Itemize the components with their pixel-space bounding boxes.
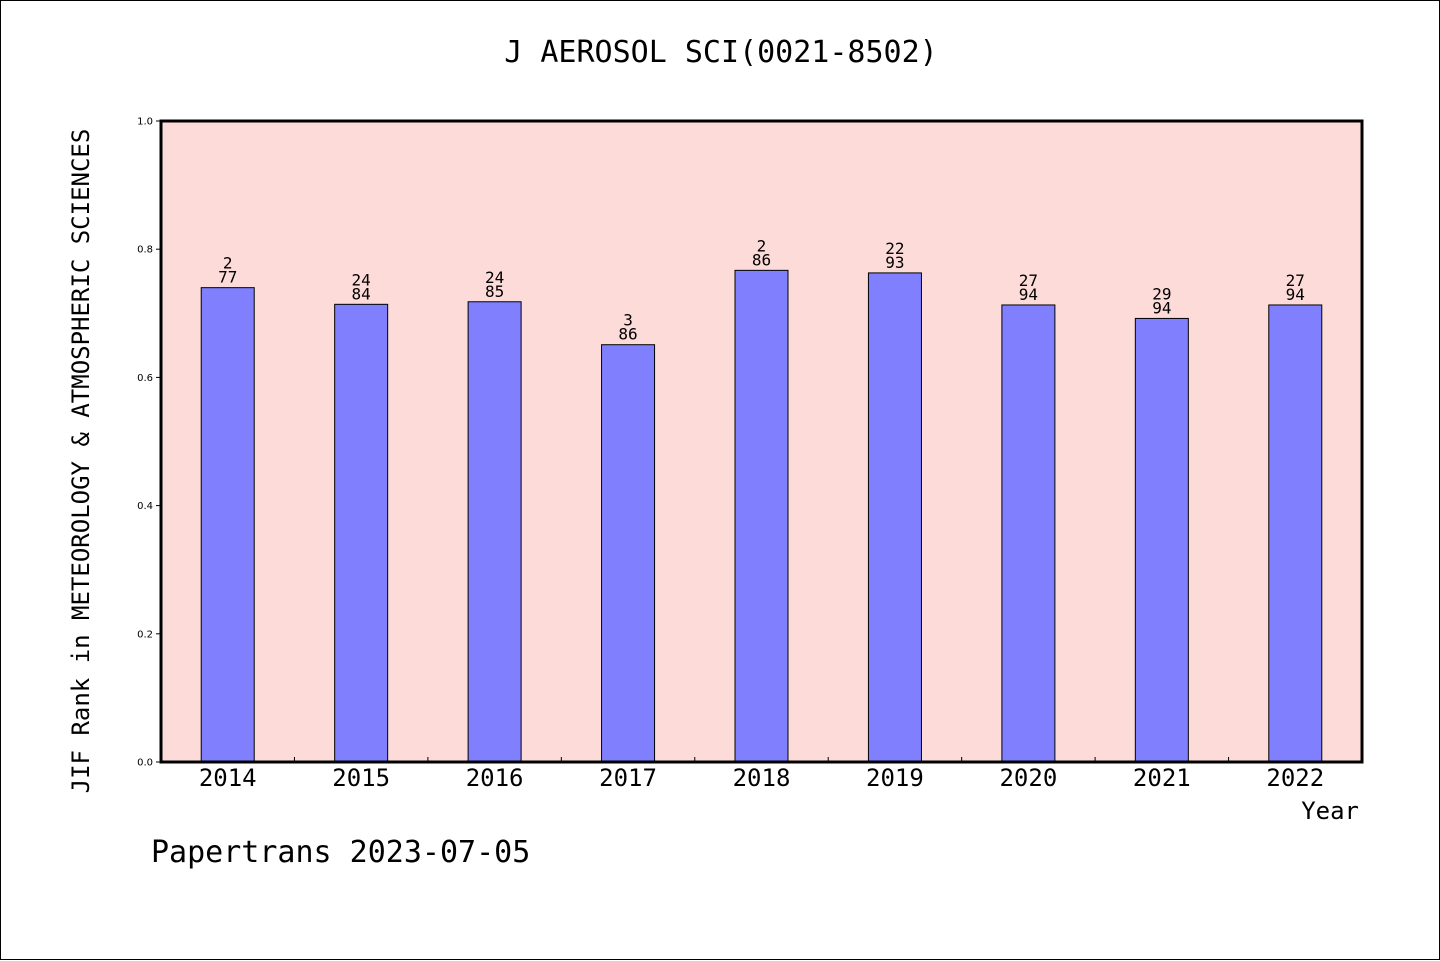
bar-total-label: 93 [885, 253, 904, 272]
x-tick-label: 2020 [999, 764, 1057, 792]
bar-total-label: 85 [485, 282, 504, 301]
bar-2016 [467, 301, 522, 763]
bar-2017 [601, 344, 656, 763]
y-tick-label: 0.6 [137, 373, 153, 384]
y-tick-label: 0.2 [137, 629, 153, 640]
y-tick-label: 1.0 [137, 117, 153, 128]
bar-2019 [867, 272, 922, 763]
bar-2015 [334, 303, 389, 763]
bar-2018 [734, 269, 789, 763]
x-tick-label: 2018 [733, 764, 791, 792]
bar-total-label: 86 [618, 325, 637, 344]
x-tick-label: 2016 [466, 764, 524, 792]
bar-total-label: 84 [352, 284, 371, 303]
bar-rank-label: 29 [1152, 284, 1171, 303]
bar-rank-label: 2 [757, 236, 767, 255]
x-tick-label: 2015 [332, 764, 390, 792]
bar-2014 [200, 287, 255, 763]
bar-rank-label: 3 [623, 311, 633, 330]
bar-rank-label: 2 [223, 254, 233, 273]
bar-total-label: 94 [1019, 285, 1038, 304]
bar-2020 [1001, 304, 1056, 763]
y-tick-label: 0.0 [137, 758, 153, 769]
y-tick-label: 0.8 [137, 245, 153, 256]
bar-rank-label: 27 [1286, 271, 1305, 290]
x-tick-label: 2017 [599, 764, 657, 792]
bar-total-label: 86 [752, 250, 771, 269]
chart-title: J AEROSOL SCI(0021-8502) [504, 35, 938, 70]
x-axis-label: Year [1301, 797, 1359, 825]
bar-2021 [1134, 317, 1189, 763]
bar-total-label: 77 [218, 268, 237, 287]
bar-rank-label: 24 [485, 268, 504, 287]
y-tick-label: 0.4 [137, 501, 153, 512]
bar-rank-label: 27 [1019, 271, 1038, 290]
plot-border [159, 119, 1364, 764]
bar-rank-label: 24 [352, 270, 371, 289]
bar-2022 [1268, 304, 1323, 763]
footer-note: Papertrans 2023-07-05 [151, 835, 531, 870]
bar-total-label: 94 [1286, 285, 1305, 304]
x-tick-label: 2019 [866, 764, 924, 792]
bar-rank-label: 22 [885, 239, 904, 258]
x-tick-label: 2021 [1133, 764, 1191, 792]
bar-total-label: 94 [1152, 298, 1171, 317]
x-tick-label: 2022 [1266, 764, 1324, 792]
x-tick-label: 2014 [199, 764, 257, 792]
